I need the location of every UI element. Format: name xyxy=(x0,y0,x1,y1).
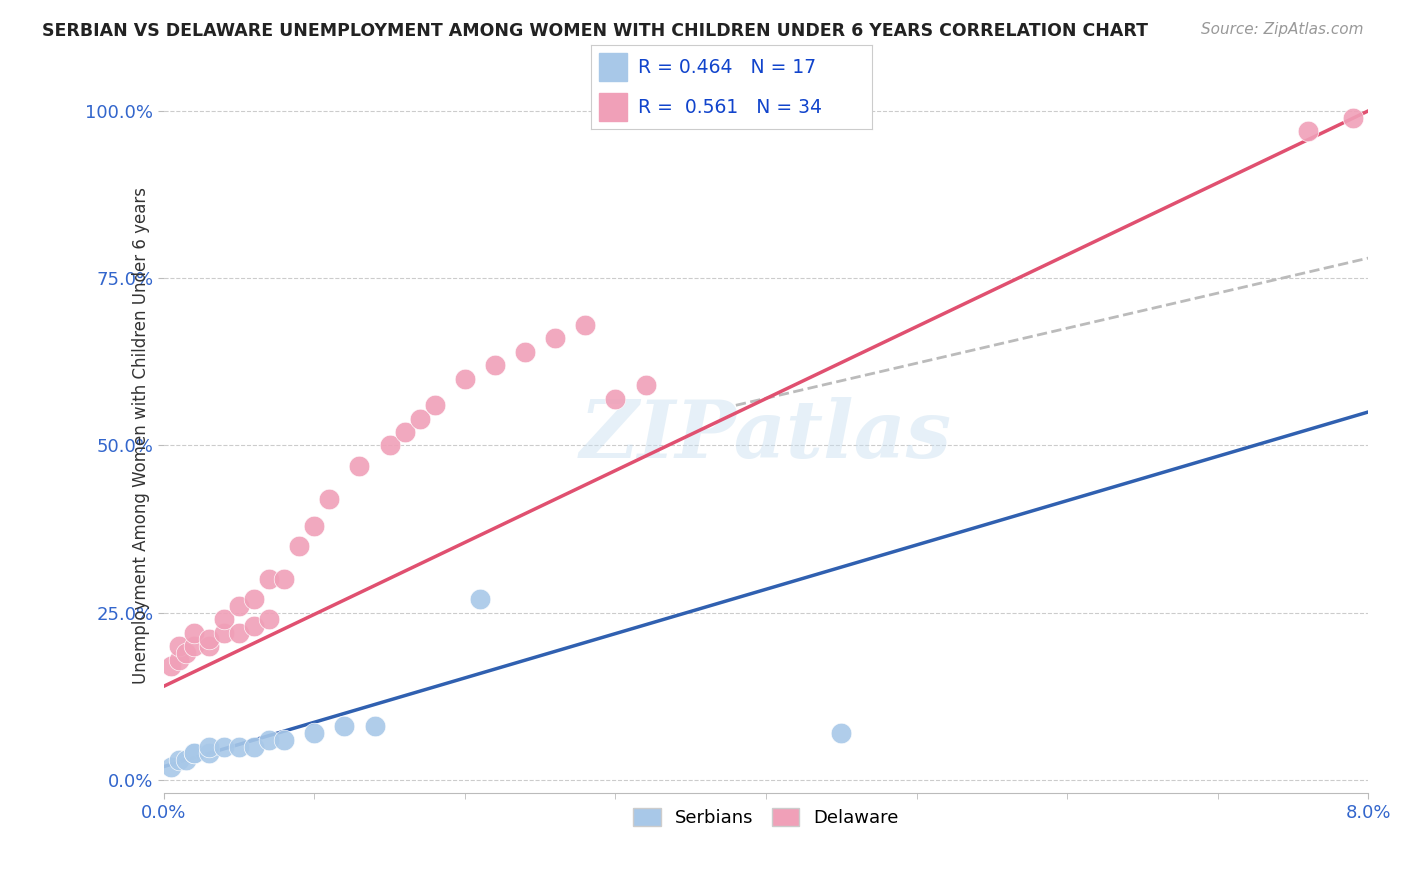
Y-axis label: Unemployment Among Women with Children Under 6 years: Unemployment Among Women with Children U… xyxy=(132,187,150,684)
Point xyxy=(183,639,205,653)
Point xyxy=(634,378,657,392)
Point xyxy=(304,726,326,740)
Point xyxy=(574,318,596,332)
Point xyxy=(228,625,250,640)
Point xyxy=(228,739,250,754)
Point xyxy=(167,652,190,666)
Legend: Serbians, Delaware: Serbians, Delaware xyxy=(626,801,905,834)
Point xyxy=(423,398,446,412)
Point xyxy=(257,612,280,626)
Point xyxy=(1341,111,1364,125)
Point xyxy=(273,572,295,586)
Point xyxy=(243,739,266,754)
Point xyxy=(160,659,183,673)
Point xyxy=(349,458,371,473)
Point xyxy=(198,632,221,647)
Point xyxy=(243,619,266,633)
Point xyxy=(228,599,250,613)
Point xyxy=(160,759,183,773)
Point xyxy=(176,646,198,660)
Point xyxy=(183,746,205,760)
Point xyxy=(304,518,326,533)
Point xyxy=(363,719,385,733)
Text: R =  0.561   N = 34: R = 0.561 N = 34 xyxy=(638,98,823,117)
Point xyxy=(333,719,356,733)
Point xyxy=(243,592,266,607)
Text: SERBIAN VS DELAWARE UNEMPLOYMENT AMONG WOMEN WITH CHILDREN UNDER 6 YEARS CORRELA: SERBIAN VS DELAWARE UNEMPLOYMENT AMONG W… xyxy=(42,22,1149,40)
Point xyxy=(273,732,295,747)
Point xyxy=(408,411,430,425)
Point xyxy=(468,592,491,607)
Point xyxy=(198,746,221,760)
Bar xyxy=(599,54,627,81)
Point xyxy=(167,639,190,653)
Point xyxy=(378,438,401,452)
Text: Source: ZipAtlas.com: Source: ZipAtlas.com xyxy=(1201,22,1364,37)
Point xyxy=(257,572,280,586)
Point xyxy=(198,739,221,754)
Point xyxy=(167,753,190,767)
Point xyxy=(212,739,235,754)
Point xyxy=(318,491,340,506)
Text: R = 0.464   N = 17: R = 0.464 N = 17 xyxy=(638,58,817,77)
Point xyxy=(454,371,477,385)
Point xyxy=(212,612,235,626)
Bar xyxy=(599,93,627,120)
Point xyxy=(513,344,536,359)
Point xyxy=(830,726,852,740)
Point xyxy=(176,753,198,767)
Text: ZIPatlas: ZIPatlas xyxy=(579,397,952,475)
Point xyxy=(212,625,235,640)
Point xyxy=(183,746,205,760)
Point xyxy=(1296,124,1319,138)
Point xyxy=(484,358,506,372)
Point xyxy=(394,425,416,439)
Point xyxy=(544,331,567,345)
Point xyxy=(288,539,311,553)
Point xyxy=(257,732,280,747)
Point xyxy=(605,392,627,406)
Point xyxy=(198,639,221,653)
Point xyxy=(183,625,205,640)
